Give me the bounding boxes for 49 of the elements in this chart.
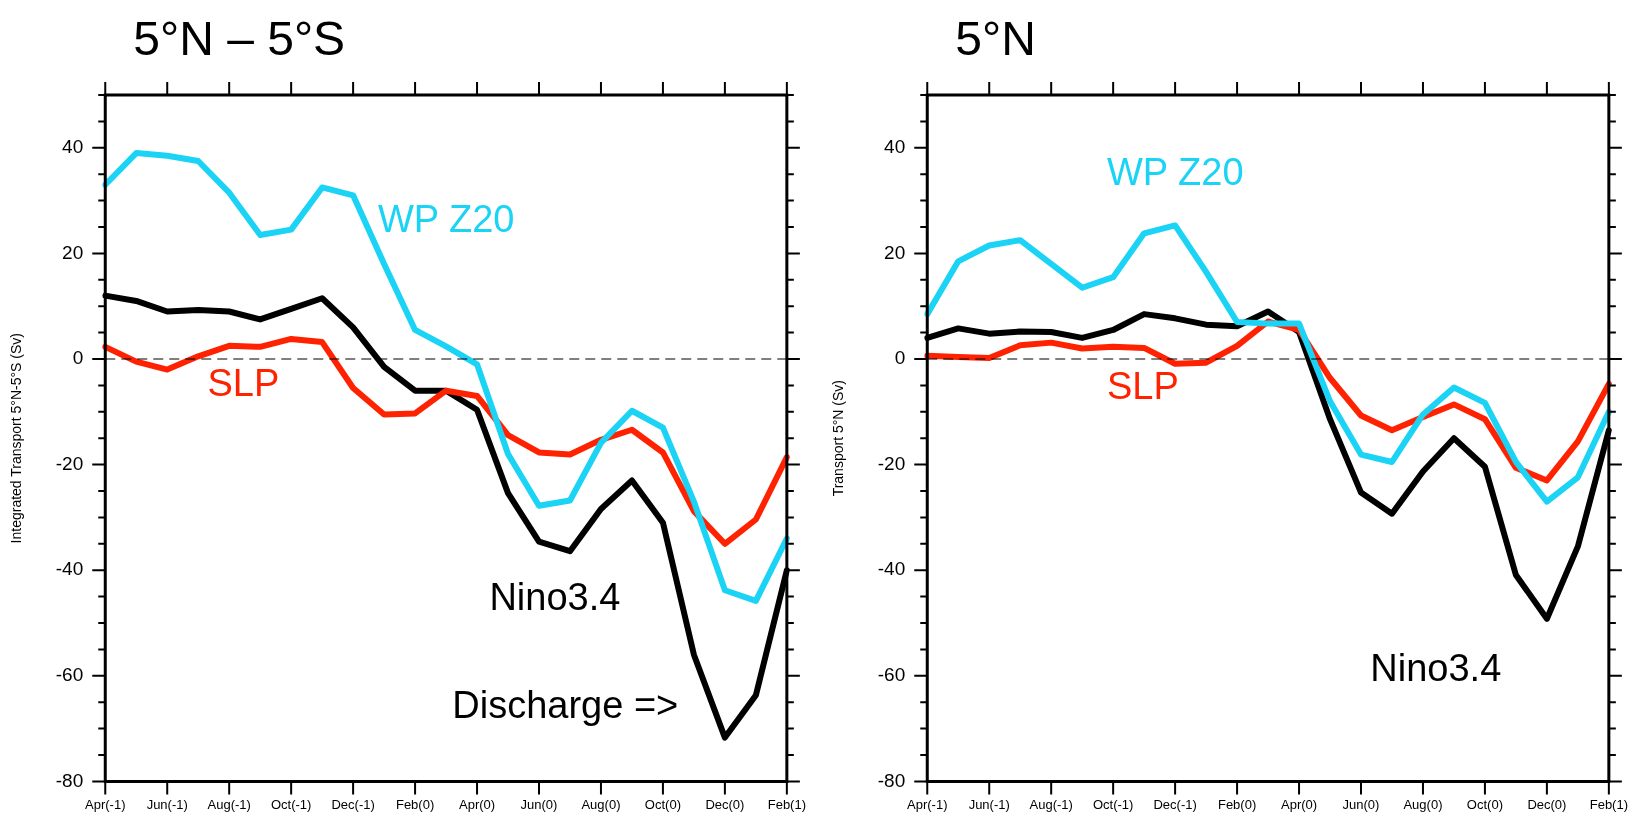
x-tick-label: Feb(1) xyxy=(767,796,806,812)
y-tick-label: 0 xyxy=(894,347,906,369)
series-label: WP Z20 xyxy=(377,198,515,241)
y-tick-label: -20 xyxy=(877,452,906,474)
x-tick-label: Oct(-1) xyxy=(1092,796,1134,812)
x-tick-label: Dec(-1) xyxy=(331,796,375,812)
y-tick-label: 0 xyxy=(72,347,84,369)
series-label: Nino3.4 xyxy=(1370,647,1502,689)
y-tick-label: -80 xyxy=(55,769,84,791)
y-tick-label: 20 xyxy=(884,241,906,263)
x-tick-label: Dec(0) xyxy=(705,796,745,812)
x-tick-label: Feb(0) xyxy=(395,796,435,812)
x-tick-label: Feb(0) xyxy=(1217,796,1257,812)
y-tick-label: -60 xyxy=(55,664,84,686)
x-tick-label: Aug(-1) xyxy=(1029,796,1073,812)
y-axis-title: Integrated Transport 5°N-5°S (Sv) xyxy=(8,333,25,544)
x-tick-label: Jun(0) xyxy=(1342,796,1380,812)
y-tick-label: -80 xyxy=(877,769,906,791)
annotation: Discharge => xyxy=(452,683,679,726)
y-tick-label: -20 xyxy=(55,452,84,474)
x-tick-label: Oct(0) xyxy=(644,796,681,812)
x-tick-label: Aug(-1) xyxy=(207,796,251,812)
x-tick-label: Apr(-1) xyxy=(907,796,948,812)
x-tick-label: Dec(-1) xyxy=(1153,796,1197,812)
x-tick-label: Apr(0) xyxy=(1280,796,1318,812)
y-tick-label: 40 xyxy=(62,136,84,158)
x-tick-label: Dec(0) xyxy=(1527,796,1567,812)
x-tick-label: Jun(0) xyxy=(520,796,558,812)
x-tick-label: Feb(1) xyxy=(1589,796,1628,812)
x-tick-label: Jun(-1) xyxy=(146,796,188,812)
y-axis-title: Transport 5°N (Sv) xyxy=(830,380,847,497)
series-label: WP Z20 xyxy=(1106,150,1244,193)
y-tick-label: 20 xyxy=(62,241,84,263)
x-tick-label: Jun(-1) xyxy=(968,796,1010,812)
x-tick-label: Oct(-1) xyxy=(270,796,312,812)
series-label: SLP xyxy=(207,361,280,404)
series-label: Nino3.4 xyxy=(489,575,621,618)
x-tick-label: Aug(0) xyxy=(1403,796,1443,812)
y-tick-label: -60 xyxy=(877,664,906,686)
series-label: SLP xyxy=(1106,364,1179,407)
chart-title: 5°N – 5°S xyxy=(133,12,346,65)
x-tick-label: Aug(0) xyxy=(581,796,621,812)
x-tick-label: Oct(0) xyxy=(1466,796,1503,812)
y-tick-label: -40 xyxy=(877,558,906,580)
y-tick-label: -40 xyxy=(55,558,84,580)
x-tick-label: Apr(0) xyxy=(458,796,496,812)
x-tick-label: Apr(-1) xyxy=(85,796,126,812)
y-tick-label: 40 xyxy=(884,136,906,158)
chart-title: 5°N xyxy=(955,12,1036,65)
